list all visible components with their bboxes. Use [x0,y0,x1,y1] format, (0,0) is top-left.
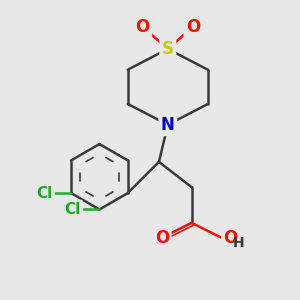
Text: Cl: Cl [36,186,52,201]
Text: O: O [223,229,237,247]
Text: O: O [186,18,200,36]
Text: N: N [161,116,175,134]
Text: O: O [155,229,169,247]
Text: O: O [135,18,150,36]
Text: H: H [232,236,244,250]
Text: S: S [162,40,174,58]
Text: Cl: Cl [64,202,81,217]
